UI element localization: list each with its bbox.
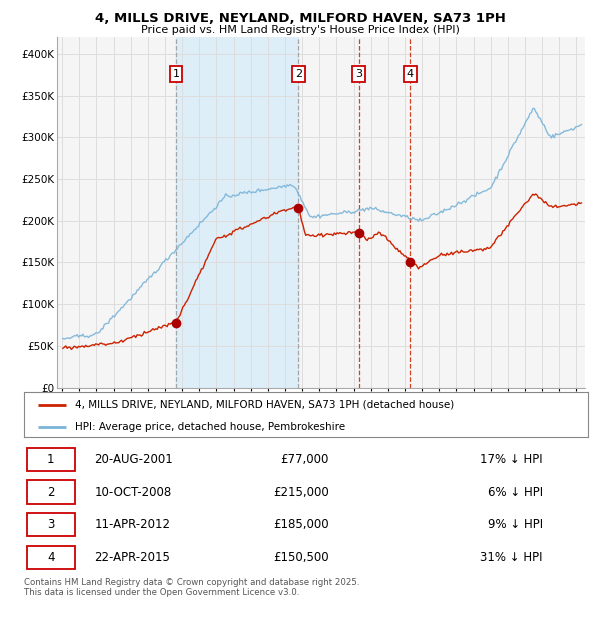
FancyBboxPatch shape <box>27 546 75 569</box>
Text: £77,000: £77,000 <box>280 453 329 466</box>
Text: £150,500: £150,500 <box>273 551 329 564</box>
FancyBboxPatch shape <box>27 480 75 504</box>
Text: 1: 1 <box>172 69 179 79</box>
Text: Contains HM Land Registry data © Crown copyright and database right 2025.
This d: Contains HM Land Registry data © Crown c… <box>24 578 359 597</box>
Text: HPI: Average price, detached house, Pembrokeshire: HPI: Average price, detached house, Pemb… <box>75 422 345 432</box>
Text: Price paid vs. HM Land Registry's House Price Index (HPI): Price paid vs. HM Land Registry's House … <box>140 25 460 35</box>
Text: 3: 3 <box>47 518 55 531</box>
Text: 4, MILLS DRIVE, NEYLAND, MILFORD HAVEN, SA73 1PH (detached house): 4, MILLS DRIVE, NEYLAND, MILFORD HAVEN, … <box>75 400 454 410</box>
Text: 10-OCT-2008: 10-OCT-2008 <box>95 485 172 498</box>
Text: 3: 3 <box>355 69 362 79</box>
Bar <box>176 37 298 387</box>
Text: 2: 2 <box>47 485 55 498</box>
Text: 4: 4 <box>47 551 55 564</box>
Text: 11-APR-2012: 11-APR-2012 <box>95 518 170 531</box>
Text: 17% ↓ HPI: 17% ↓ HPI <box>480 453 543 466</box>
Text: 4: 4 <box>407 69 414 79</box>
Text: 20-AUG-2001: 20-AUG-2001 <box>95 453 173 466</box>
Text: 4, MILLS DRIVE, NEYLAND, MILFORD HAVEN, SA73 1PH: 4, MILLS DRIVE, NEYLAND, MILFORD HAVEN, … <box>95 12 505 25</box>
FancyBboxPatch shape <box>27 448 75 471</box>
Text: £185,000: £185,000 <box>273 518 329 531</box>
Text: 2: 2 <box>295 69 302 79</box>
Text: £215,000: £215,000 <box>273 485 329 498</box>
Text: 1: 1 <box>47 453 55 466</box>
FancyBboxPatch shape <box>27 513 75 536</box>
Text: 9% ↓ HPI: 9% ↓ HPI <box>488 518 543 531</box>
Text: 6% ↓ HPI: 6% ↓ HPI <box>488 485 543 498</box>
Text: 22-APR-2015: 22-APR-2015 <box>95 551 170 564</box>
Text: 31% ↓ HPI: 31% ↓ HPI <box>481 551 543 564</box>
